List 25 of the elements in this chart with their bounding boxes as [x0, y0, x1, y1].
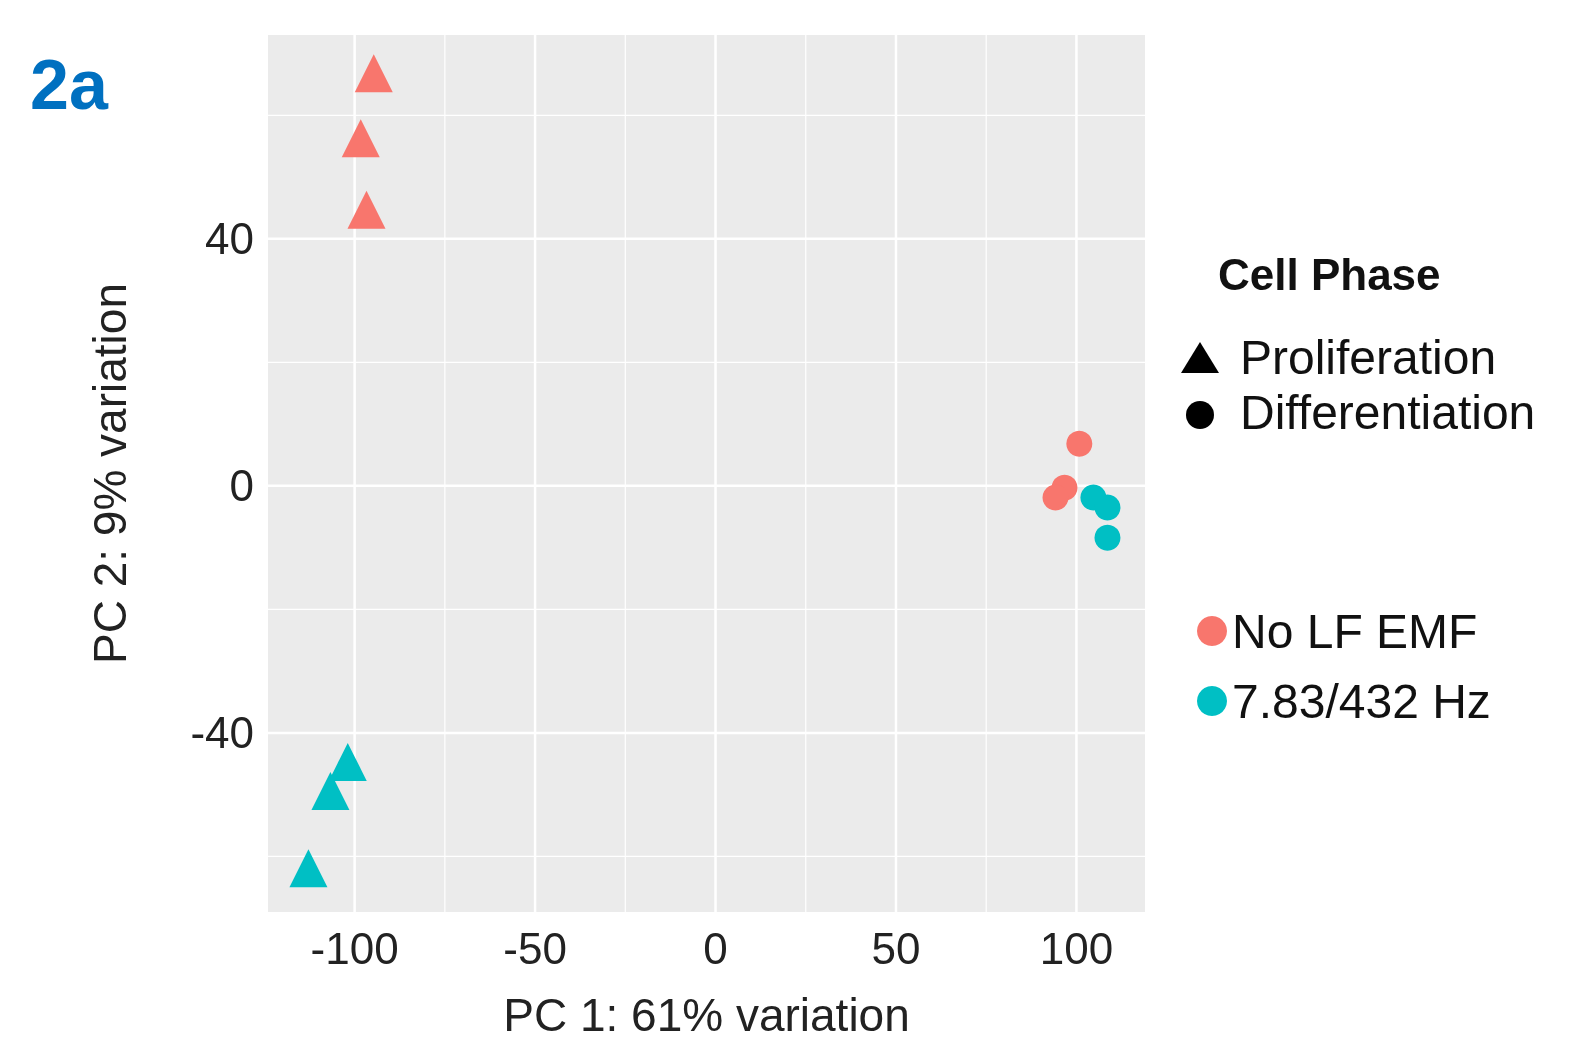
x-tick-label: 50	[871, 923, 921, 973]
y-tick-label: 40	[205, 214, 254, 264]
point	[1066, 430, 1093, 457]
y-tick-label: 0	[229, 461, 254, 511]
x-tick-label: -50	[503, 923, 567, 973]
x-tick-label: 100	[1039, 923, 1114, 973]
y-tick-label: -40	[190, 708, 254, 758]
legend-label: 7.83/432 Hz	[1232, 674, 1491, 728]
legend-label: No LF EMF	[1232, 604, 1478, 658]
x-axis-title: PC 1: 61% variation	[503, 989, 910, 1041]
x-tick-label: 0	[703, 923, 728, 973]
point	[289, 849, 328, 888]
text: Proliferation	[1240, 330, 1497, 384]
point	[1094, 494, 1121, 521]
point	[354, 54, 393, 93]
point	[1094, 524, 1121, 551]
point	[1042, 484, 1069, 511]
legend-title: Cell Phase	[1218, 249, 1441, 299]
point	[311, 771, 350, 810]
text: Differentiation	[1240, 385, 1536, 439]
x-tick-label: -100	[310, 923, 399, 973]
chart-title: 2a	[30, 46, 109, 124]
point	[347, 190, 386, 229]
point	[341, 119, 380, 158]
y-axis-title: PC 2: 9% variation	[84, 283, 136, 664]
